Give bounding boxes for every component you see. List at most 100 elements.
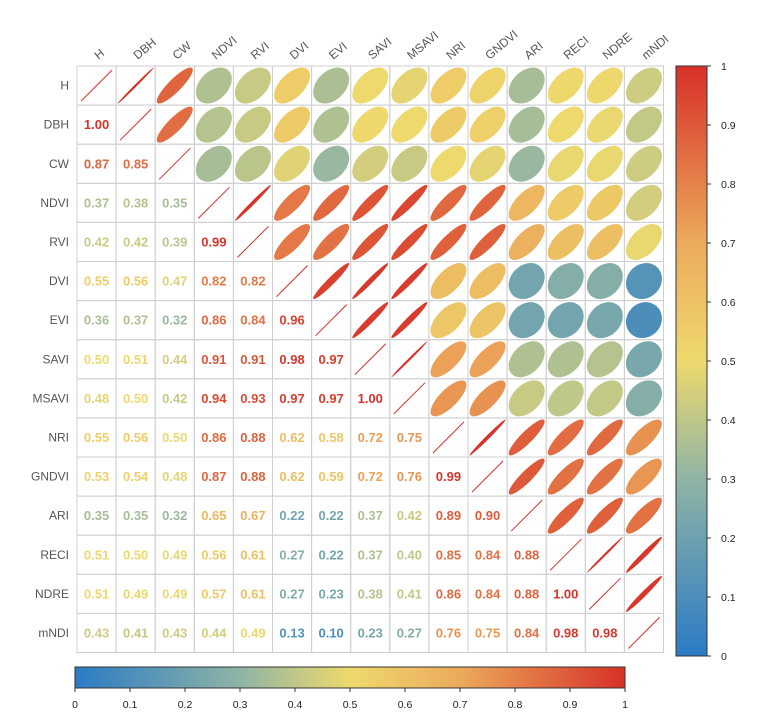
correlation-ellipse — [508, 341, 545, 378]
correlation-value: 0.84 — [475, 586, 501, 601]
correlation-value: 0.27 — [279, 547, 304, 562]
diagonal-line — [393, 382, 426, 415]
correlation-ellipse — [430, 380, 467, 417]
correlation-ellipse — [625, 380, 662, 417]
colorbar-right-tick-label: 0 — [721, 651, 727, 663]
column-label: CW — [170, 38, 195, 62]
correlation-value: 0.41 — [123, 625, 148, 640]
row-label: ARI — [49, 509, 69, 523]
correlation-ellipse — [469, 223, 506, 260]
correlation-value: 0.85 — [123, 156, 148, 171]
correlation-ellipse — [547, 263, 584, 300]
correlation-value: 0.84 — [514, 625, 540, 640]
row-label: NDVI — [40, 196, 69, 210]
correlation-value: 0.62 — [279, 430, 304, 445]
row-label: CW — [49, 157, 70, 171]
diagonal-line — [237, 226, 269, 258]
column-label: NRI — [443, 38, 468, 62]
colorbar-bottom-tick-label: 0.4 — [288, 699, 303, 711]
row-label: MSAVI — [33, 391, 69, 405]
correlation-ellipse — [625, 184, 662, 221]
correlation-value: 0.72 — [358, 469, 383, 484]
correlation-ellipse — [352, 106, 389, 143]
diagonal-line — [549, 538, 582, 571]
colorbar-right-tick-label: 0.7 — [721, 238, 736, 250]
correlation-ellipse — [391, 302, 428, 339]
correlation-value: 0.59 — [318, 469, 343, 484]
diagonal-line — [471, 460, 504, 493]
correlation-value: 0.53 — [84, 469, 109, 484]
correlation-value: 0.97 — [318, 391, 343, 406]
correlation-value: 0.57 — [201, 586, 226, 601]
correlation-ellipse — [313, 145, 350, 182]
correlation-value: 0.75 — [397, 430, 422, 445]
colorbar-right — [675, 65, 708, 657]
correlation-value: 0.82 — [201, 274, 226, 289]
correlation-ellipse — [156, 106, 193, 143]
colorbar-bottom-tick-label: 0.3 — [233, 699, 248, 711]
correlation-value: 0.51 — [84, 547, 109, 562]
correlation-ellipse — [586, 380, 623, 417]
correlation-ellipse — [391, 67, 428, 104]
colorbar-right-tick-label: 0.9 — [721, 120, 736, 132]
correlation-ellipse — [625, 575, 662, 612]
correlation-ellipse — [430, 184, 467, 221]
correlation-value: 0.49 — [162, 547, 187, 562]
correlation-value: 1.00 — [84, 117, 109, 132]
correlation-value: 0.51 — [84, 586, 109, 601]
correlation-value: 0.35 — [84, 508, 109, 523]
column-label: mNDI — [639, 32, 671, 62]
correlation-value: 0.27 — [279, 586, 304, 601]
correlation-ellipse — [352, 184, 389, 221]
correlation-value: 0.49 — [162, 586, 187, 601]
correlation-value: 0.65 — [201, 508, 226, 523]
correlation-ellipse — [547, 341, 584, 378]
correlation-value: 0.22 — [318, 508, 343, 523]
colorbar-right-tick-label: 0.8 — [721, 179, 736, 191]
correlation-value: 0.84 — [475, 547, 501, 562]
row-label: EVI — [50, 313, 69, 327]
correlation-value: 0.89 — [436, 508, 461, 523]
correlation-ellipse — [352, 302, 389, 339]
row-label: H — [60, 79, 69, 93]
correlation-value: 0.86 — [201, 430, 226, 445]
colorbar-bottom-tick-label: 0.8 — [508, 699, 523, 711]
correlation-ellipse — [469, 302, 506, 339]
correlation-value: 0.23 — [358, 625, 383, 640]
row-label: GNDVI — [31, 470, 69, 484]
diagonal-line — [432, 421, 465, 454]
correlation-value: 1.00 — [358, 391, 383, 406]
correlation-ellipse — [469, 380, 506, 417]
correlation-value: 0.44 — [162, 352, 188, 367]
correlation-ellipse — [508, 67, 545, 104]
correlation-ellipse — [313, 184, 350, 221]
correlation-ellipse — [508, 223, 545, 260]
correlation-value: 0.99 — [201, 234, 226, 249]
correlation-ellipse — [547, 497, 584, 534]
correlation-value: 0.87 — [84, 156, 109, 171]
colorbar-bottom-tick-label: 0.5 — [343, 699, 358, 711]
correlation-value: 0.48 — [84, 391, 109, 406]
correlation-ellipse — [586, 145, 623, 182]
correlation-ellipse — [195, 106, 232, 143]
column-label: GNDVI — [482, 27, 520, 62]
column-label: ARI — [522, 39, 546, 63]
correlation-value: 0.43 — [84, 625, 109, 640]
correlation-ellipse — [508, 380, 545, 417]
correlation-value: 0.98 — [553, 625, 578, 640]
correlation-value: 0.61 — [240, 586, 265, 601]
correlation-ellipse — [547, 67, 584, 104]
correlation-value: 0.23 — [318, 586, 343, 601]
correlation-ellipse — [234, 145, 271, 182]
correlation-value: 0.98 — [592, 625, 617, 640]
correlation-ellipse — [469, 263, 506, 300]
correlation-value: 0.38 — [123, 195, 148, 210]
correlation-ellipse — [547, 380, 584, 417]
diagonal-line — [80, 69, 113, 102]
correlation-value: 0.40 — [397, 547, 422, 562]
correlation-value: 0.72 — [358, 430, 383, 445]
correlation-ellipse — [625, 106, 662, 143]
correlation-value: 0.55 — [84, 430, 109, 445]
correlation-value: 0.37 — [123, 313, 148, 328]
colorbar-bottom-tick-label: 0 — [72, 699, 78, 711]
